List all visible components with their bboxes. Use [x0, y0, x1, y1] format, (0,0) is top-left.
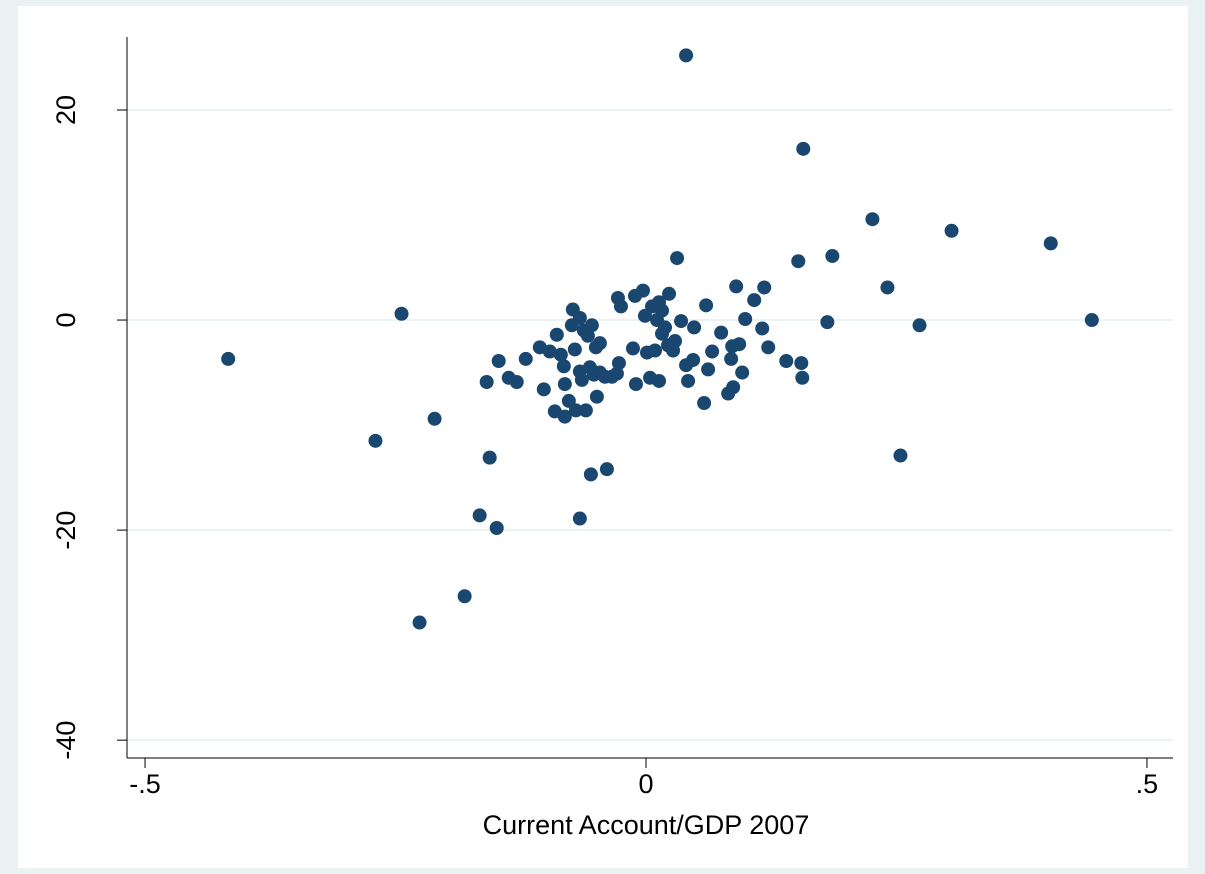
point — [1084, 313, 1099, 328]
point — [491, 354, 506, 369]
point — [944, 223, 959, 238]
point — [747, 293, 762, 308]
point — [795, 370, 810, 385]
point — [394, 306, 409, 321]
point — [705, 344, 720, 359]
point — [757, 280, 772, 295]
point — [509, 375, 524, 390]
point — [880, 280, 895, 295]
point — [609, 366, 624, 381]
point — [687, 320, 702, 335]
point — [724, 351, 739, 366]
point — [794, 356, 809, 371]
point — [368, 433, 383, 448]
point — [557, 409, 572, 424]
x-axis-title: Current Account/GDP 2007 — [483, 810, 810, 840]
point — [599, 462, 614, 477]
point — [578, 403, 593, 418]
point — [697, 396, 712, 411]
point — [556, 359, 571, 374]
point — [518, 351, 533, 366]
point — [761, 340, 776, 355]
point — [625, 341, 640, 356]
point — [482, 450, 497, 465]
point — [912, 318, 927, 333]
point — [472, 508, 487, 523]
point — [714, 325, 729, 340]
point — [592, 336, 607, 351]
point — [825, 248, 840, 263]
point — [681, 373, 696, 388]
point — [536, 382, 551, 397]
point — [726, 380, 741, 395]
point — [699, 298, 714, 313]
point — [674, 314, 689, 329]
point — [1043, 236, 1058, 251]
point — [412, 615, 427, 630]
x-tick-label: 0 — [638, 769, 653, 799]
graph-region — [18, 6, 1188, 868]
point — [542, 344, 557, 359]
point — [655, 303, 670, 318]
point — [791, 254, 806, 269]
point — [686, 352, 701, 367]
point — [549, 327, 564, 342]
point — [635, 283, 650, 298]
y-tick-label: 0 — [51, 313, 81, 328]
y-tick-label: -40 — [51, 721, 81, 760]
point — [820, 315, 835, 330]
point — [662, 286, 677, 301]
point — [893, 448, 908, 463]
point — [572, 511, 587, 526]
point — [574, 372, 589, 387]
point — [557, 377, 572, 392]
point — [221, 351, 236, 366]
point — [584, 318, 599, 333]
point — [658, 320, 673, 335]
point — [427, 411, 442, 426]
point — [628, 377, 643, 392]
point — [729, 279, 744, 294]
point — [613, 299, 628, 314]
point — [701, 362, 716, 377]
point — [732, 337, 747, 352]
x-tick-label: -.5 — [129, 769, 161, 799]
point — [668, 334, 683, 349]
point — [755, 321, 770, 336]
point — [796, 141, 811, 156]
point — [735, 365, 750, 380]
point — [567, 342, 582, 357]
x-tick-label: .5 — [1136, 769, 1159, 799]
point — [583, 467, 598, 482]
y-tick-label: 20 — [51, 95, 81, 125]
point — [553, 347, 568, 362]
point — [648, 343, 663, 358]
point — [479, 375, 494, 390]
point — [679, 48, 694, 63]
point — [652, 373, 667, 388]
point — [589, 389, 604, 404]
point — [738, 311, 753, 326]
point — [611, 356, 626, 371]
point — [489, 520, 504, 535]
point — [865, 212, 880, 227]
point — [572, 310, 587, 325]
point — [670, 251, 685, 266]
y-tick-label: -20 — [51, 511, 81, 550]
point — [568, 403, 583, 418]
point — [779, 354, 794, 369]
point — [457, 589, 472, 604]
point — [580, 328, 595, 343]
